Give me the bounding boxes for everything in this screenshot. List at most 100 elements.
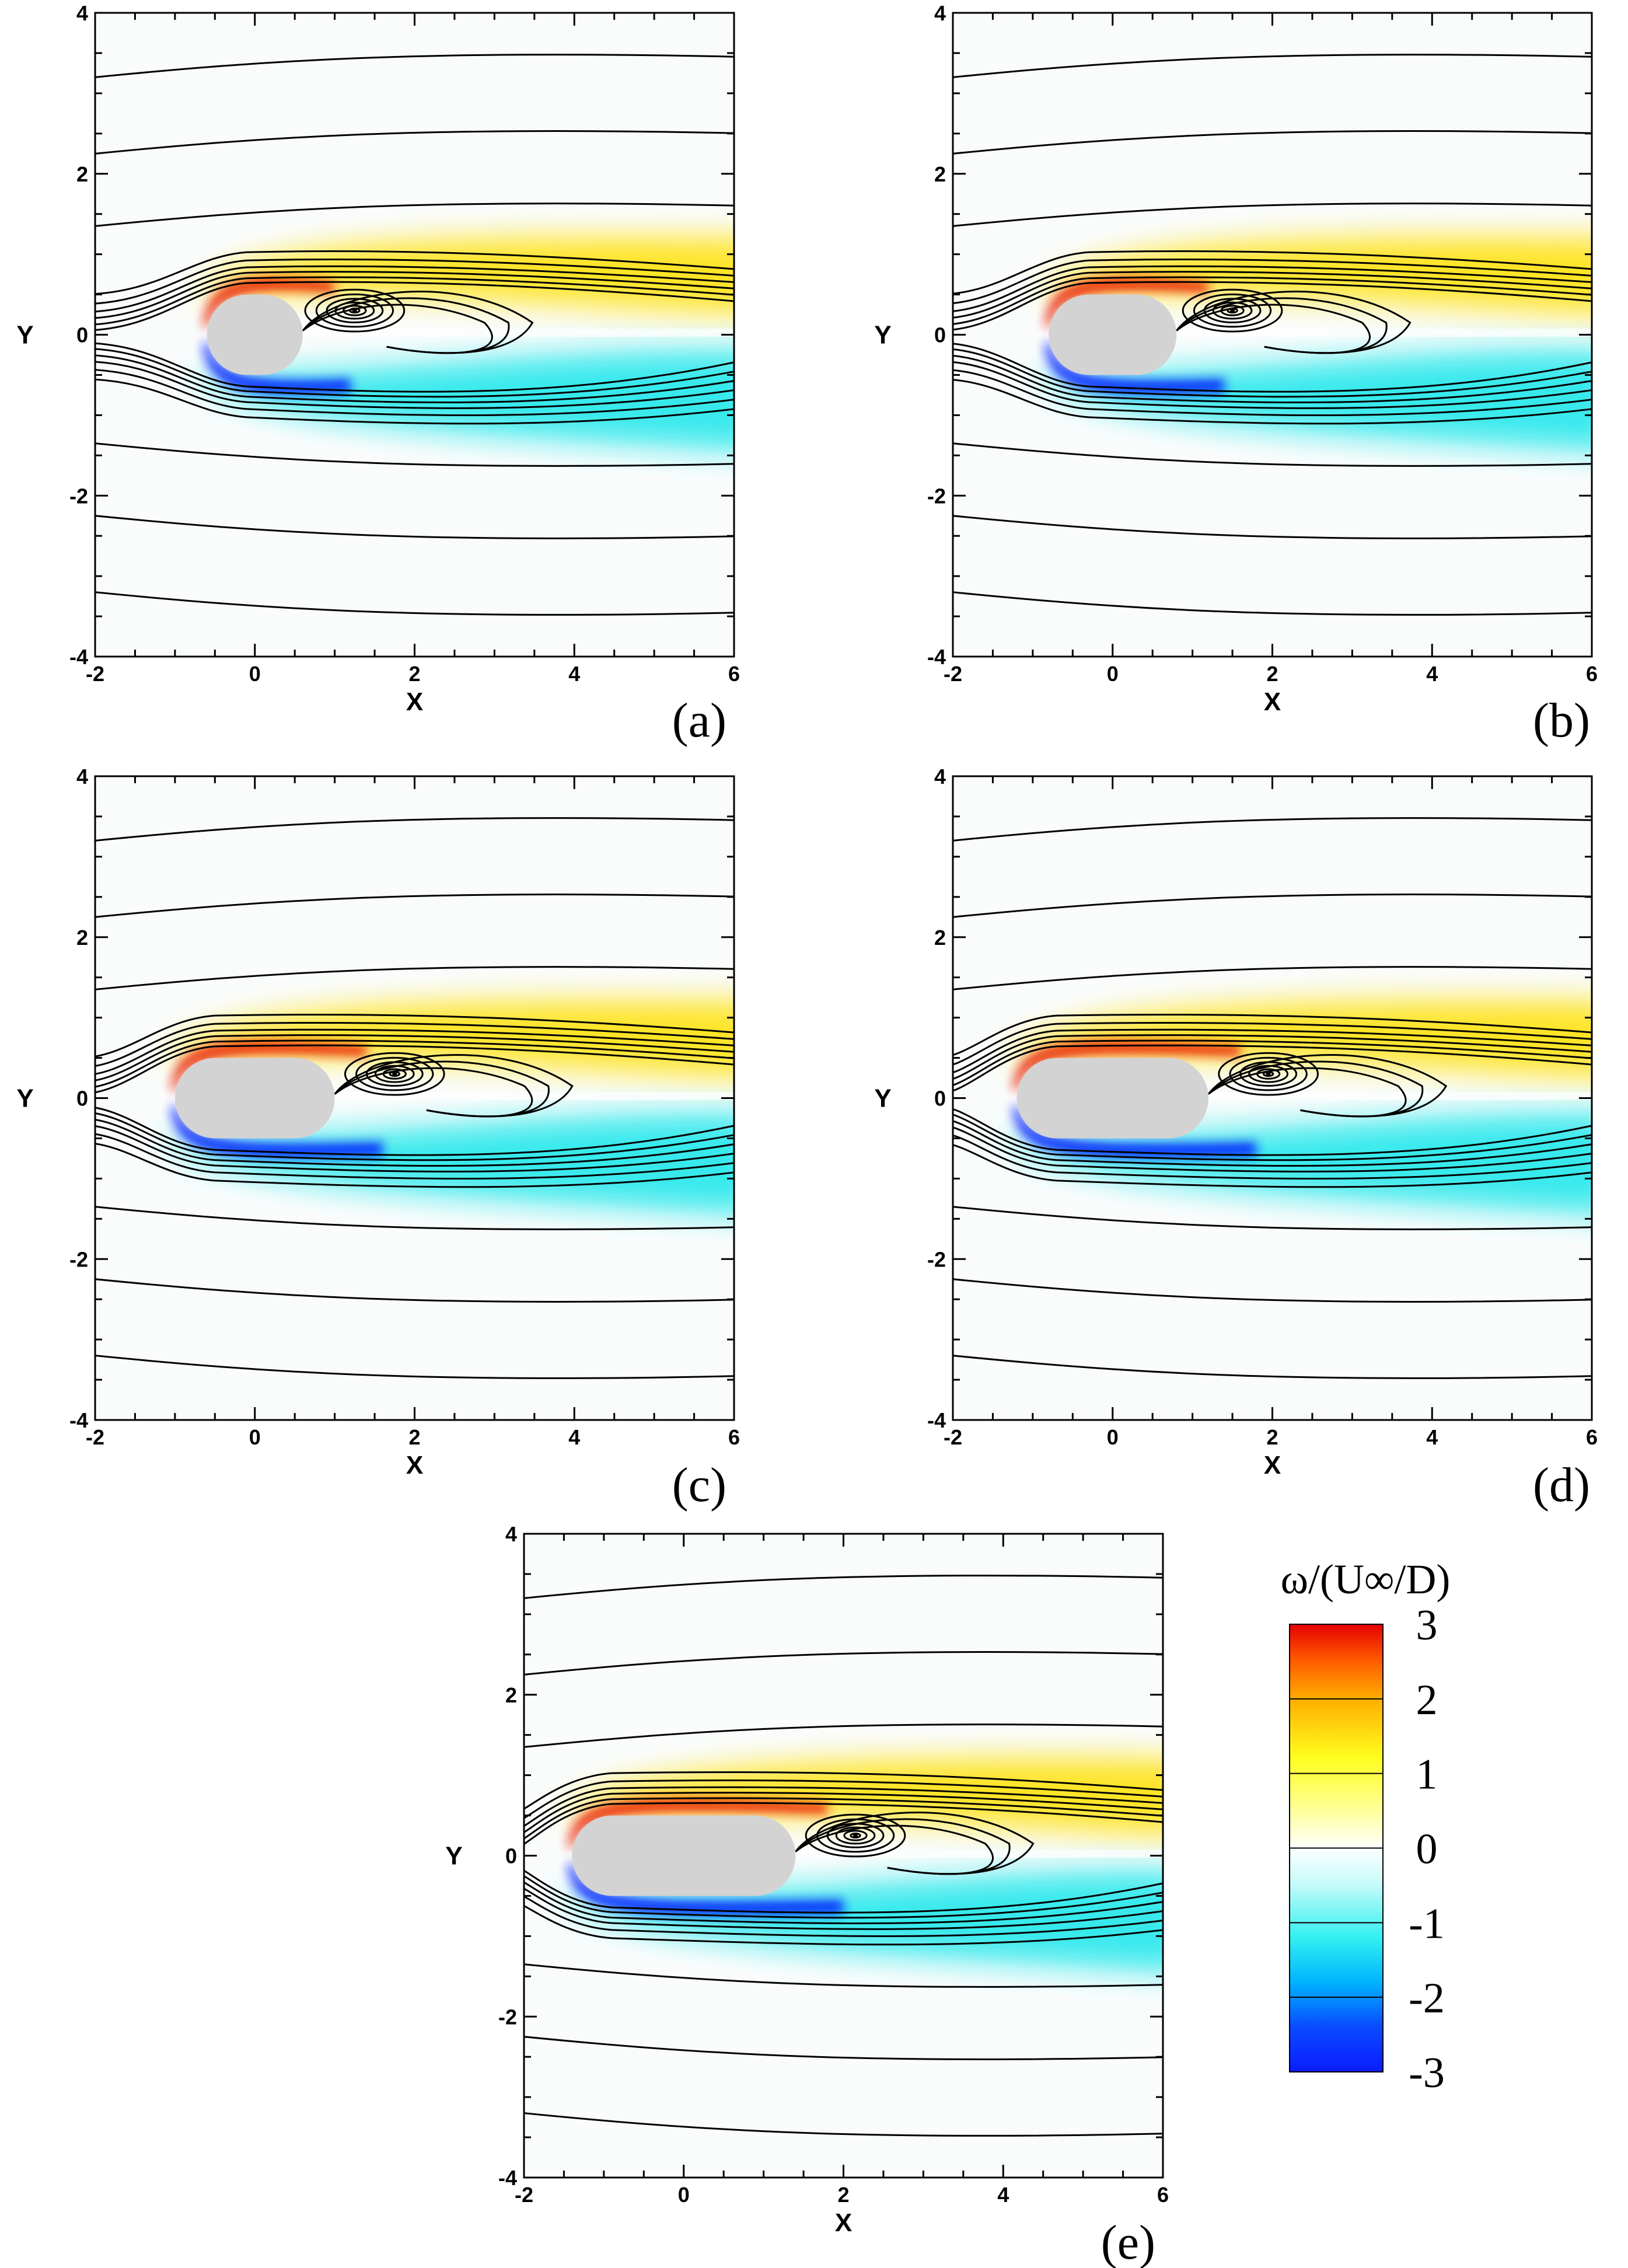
streamline — [95, 1206, 734, 1230]
y-axis-label: Y — [874, 1084, 891, 1113]
streamline — [953, 343, 1592, 393]
recirculation-streamline — [1208, 1067, 1407, 1118]
recirculation-streamline — [1176, 303, 1371, 354]
plot-area — [95, 776, 734, 1420]
streamline — [953, 1013, 1592, 1056]
y-tick-label: 4 — [505, 1522, 517, 1546]
y-tick-label: 0 — [76, 1087, 88, 1111]
plot-area — [95, 13, 734, 657]
ticks — [94, 12, 735, 658]
streamline — [524, 1869, 1163, 1914]
x-tick-label: 0 — [249, 1425, 261, 1449]
x-axis-label: X — [1264, 688, 1281, 716]
streamline — [95, 348, 734, 398]
streamline — [95, 1013, 734, 1058]
y-tick-label: 4 — [76, 765, 88, 788]
y-axis-label: Y — [874, 321, 891, 350]
colorbar-tick-label: 0 — [1416, 1826, 1438, 1873]
streamline — [95, 1133, 734, 1180]
streamline — [524, 1771, 1163, 1810]
streamline — [953, 1144, 1592, 1188]
streamline — [953, 258, 1592, 305]
x-tick-label: 0 — [249, 662, 261, 686]
x-tick-label: -2 — [515, 2183, 533, 2207]
vortex-ring — [843, 1830, 868, 1841]
x-tick-label: 4 — [568, 1425, 580, 1449]
x-axis-label: X — [1264, 1451, 1281, 1480]
streamline — [953, 1278, 1592, 1303]
vortex-ring — [344, 1052, 445, 1096]
y-tick-label: -4 — [69, 1408, 88, 1432]
streamline — [953, 515, 1592, 540]
streamline — [95, 53, 734, 78]
x-tick-label: 6 — [728, 1425, 740, 1449]
streamline — [95, 1112, 734, 1161]
streamline — [953, 1034, 1592, 1080]
vortex-ring — [382, 1068, 407, 1080]
y-tick-label: 2 — [76, 162, 88, 186]
y-tick-label: 4 — [76, 1, 88, 25]
streamlines — [953, 817, 1592, 1380]
y-tick-label: -2 — [69, 484, 88, 508]
vorticity-field — [1036, 237, 1592, 451]
streamline — [953, 1134, 1592, 1180]
streamlines — [953, 53, 1592, 616]
panel-label: (d) — [1533, 1458, 1590, 1512]
streamline — [953, 361, 1592, 409]
streamline — [95, 130, 734, 155]
x-tick-label: 2 — [1266, 1425, 1278, 1449]
streamline — [524, 1904, 1163, 1946]
streamline — [524, 1792, 1163, 1834]
streamline — [95, 1107, 734, 1156]
wake-centerline — [1176, 322, 1592, 344]
streamline — [953, 203, 1592, 227]
streamline — [953, 442, 1592, 467]
y-tick-label: 2 — [505, 1683, 517, 1707]
vortex-ring — [1229, 1056, 1308, 1091]
body — [207, 294, 303, 375]
vortex-ring — [326, 298, 384, 323]
negative-shear-layer — [560, 1871, 1163, 1972]
body — [572, 1815, 796, 1896]
negative-shear-layer — [1004, 1114, 1592, 1214]
streamline — [953, 1108, 1592, 1156]
streamline — [953, 276, 1592, 325]
streamline — [953, 1114, 1592, 1161]
streamline — [524, 1574, 1163, 1599]
vortex-ring — [1182, 288, 1283, 333]
vortex-center — [392, 1072, 397, 1077]
x-tick-label: -2 — [944, 1425, 962, 1449]
colorbar-tick-label: -3 — [1409, 2049, 1445, 2097]
colorbar-tick-label: 2 — [1416, 1676, 1438, 1724]
strong-negative-layer — [171, 1106, 383, 1158]
streamline — [524, 1802, 1163, 1845]
negative-shear-layer — [195, 350, 734, 451]
streamline — [524, 1723, 1163, 1748]
streamlines — [95, 817, 734, 1380]
y-tick-label: -4 — [69, 645, 88, 669]
colorbar-tick-label: -2 — [1409, 1974, 1445, 2022]
plot-area — [524, 1534, 1163, 2178]
streamline — [95, 966, 734, 990]
streamline — [953, 1044, 1592, 1092]
negative-shear-layer — [1036, 350, 1592, 451]
vorticity-field — [1004, 1000, 1592, 1214]
x-tick-label: 6 — [728, 662, 740, 686]
panel-label: (e) — [1101, 2215, 1155, 2268]
streamline — [953, 1028, 1592, 1074]
y-tick-label: -2 — [498, 2005, 517, 2029]
vortex-center — [1230, 308, 1235, 313]
strong-negative-layer — [1012, 1106, 1257, 1158]
x-tick-label: 0 — [1107, 1425, 1119, 1449]
streamline — [95, 361, 734, 409]
streamline — [95, 1021, 734, 1067]
colorbar-title: ω/(U∞/D) — [1281, 1556, 1451, 1603]
vortex-ring — [805, 1813, 906, 1858]
body — [174, 1058, 335, 1139]
panel-label: (c) — [672, 1458, 726, 1512]
y-axis-label: Y — [16, 321, 33, 350]
streamline — [95, 250, 734, 295]
